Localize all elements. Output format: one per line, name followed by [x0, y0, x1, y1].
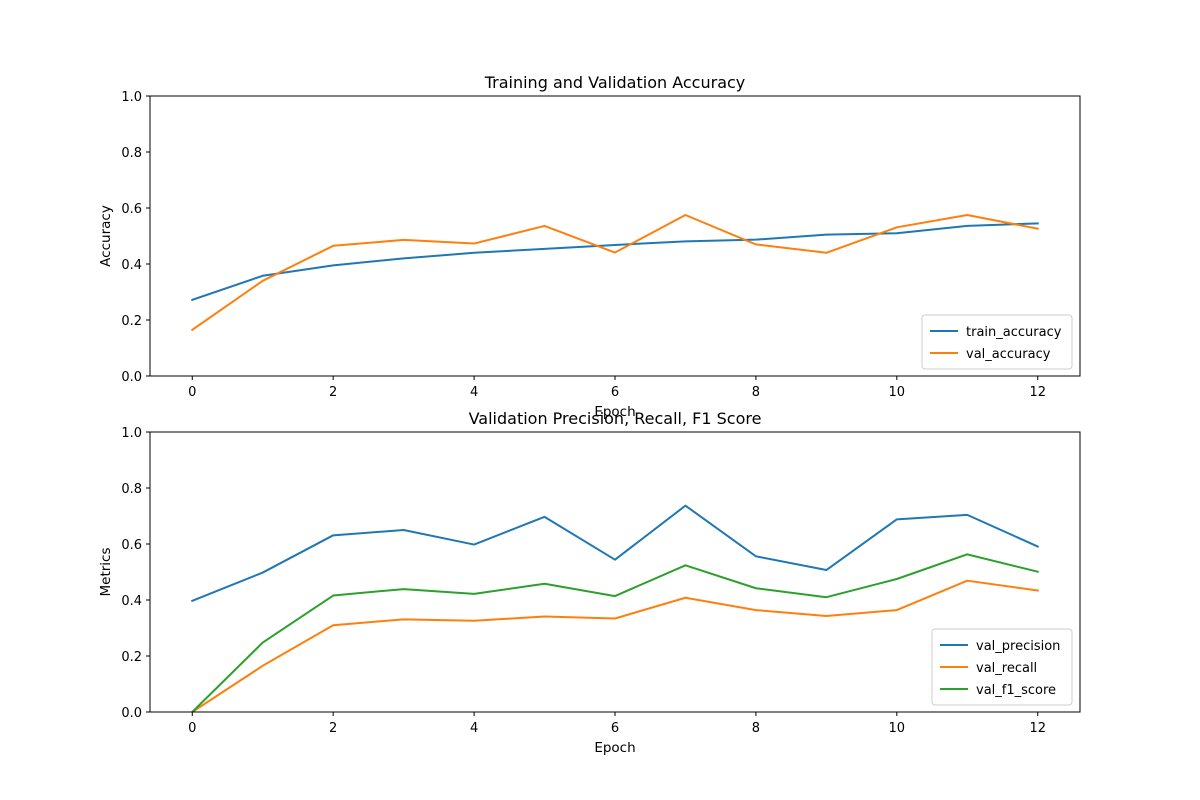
series-line-val_f1_score	[190, 553, 1039, 712]
legend-label-train_accuracy: train_accuracy	[966, 325, 1062, 340]
series-line-val_precision	[190, 504, 1040, 603]
x-tick-label: 4	[470, 721, 478, 736]
x-tick-label: 12	[1029, 385, 1046, 400]
legend-label-val_recall: val_recall	[976, 661, 1037, 676]
chart-title: Training and Validation Accuracy	[484, 73, 746, 92]
legend: val_precision val_recall val_f1_score	[931, 628, 1073, 706]
y-tick-label: 1.0	[121, 426, 142, 441]
x-tick-label: 2	[329, 385, 337, 400]
legend-label-val_accuracy: val_accuracy	[966, 347, 1051, 362]
legend-box	[921, 314, 1073, 370]
x-tick-label: 10	[889, 721, 906, 736]
y-tick-label: 0.8	[121, 482, 142, 497]
y-tick-label: 0.0	[121, 370, 142, 385]
legend-label-val_f1_score: val_f1_score	[976, 683, 1056, 698]
y-tick-label: 0.2	[121, 650, 142, 665]
x-tick-label: 0	[188, 721, 196, 736]
x-tick-label: 8	[752, 385, 760, 400]
y-tick-label: 0.8	[121, 146, 142, 161]
series-line-val_accuracy	[190, 214, 1039, 332]
x-tick-label: 6	[611, 385, 619, 400]
x-axis-label: Epoch	[594, 740, 635, 756]
legend-label-val_precision: val_precision	[976, 639, 1060, 654]
x-tick-label: 4	[470, 385, 478, 400]
x-tick-label: 12	[1029, 721, 1046, 736]
legend-box	[931, 628, 1073, 706]
y-tick-label: 0.6	[121, 202, 142, 217]
x-tick-label: 2	[329, 721, 337, 736]
x-tick-label: 6	[611, 721, 619, 736]
y-tick-label: 0.2	[121, 314, 142, 329]
y-axis-label: Metrics	[98, 547, 114, 596]
accuracy-chart: Training and Validation Accuracy 0 2 4 6 8 10 1…	[98, 73, 1081, 420]
x-tick-label: 0	[188, 385, 196, 400]
chart-title: Validation Precision, Recall, F1 Score	[469, 409, 762, 428]
y-tick-label: 0.4	[121, 258, 142, 273]
y-tick-label: 0.6	[121, 538, 142, 553]
series-line-train_accuracy	[191, 222, 1039, 302]
y-tick-label: 0.4	[121, 594, 142, 609]
legend: train_accuracy val_accuracy	[921, 314, 1073, 370]
y-tick-label: 0.0	[121, 706, 142, 721]
x-axis-label: Epoch	[594, 404, 635, 420]
y-tick-label: 1.0	[121, 90, 142, 105]
y-axis-label: Accuracy	[98, 205, 114, 267]
x-tick-label: 10	[889, 385, 906, 400]
series-line-val_recall	[190, 579, 1039, 712]
metrics-chart: Validation Precision, Recall, F1 Score 0 2…	[98, 409, 1081, 756]
x-tick-label: 8	[752, 721, 760, 736]
